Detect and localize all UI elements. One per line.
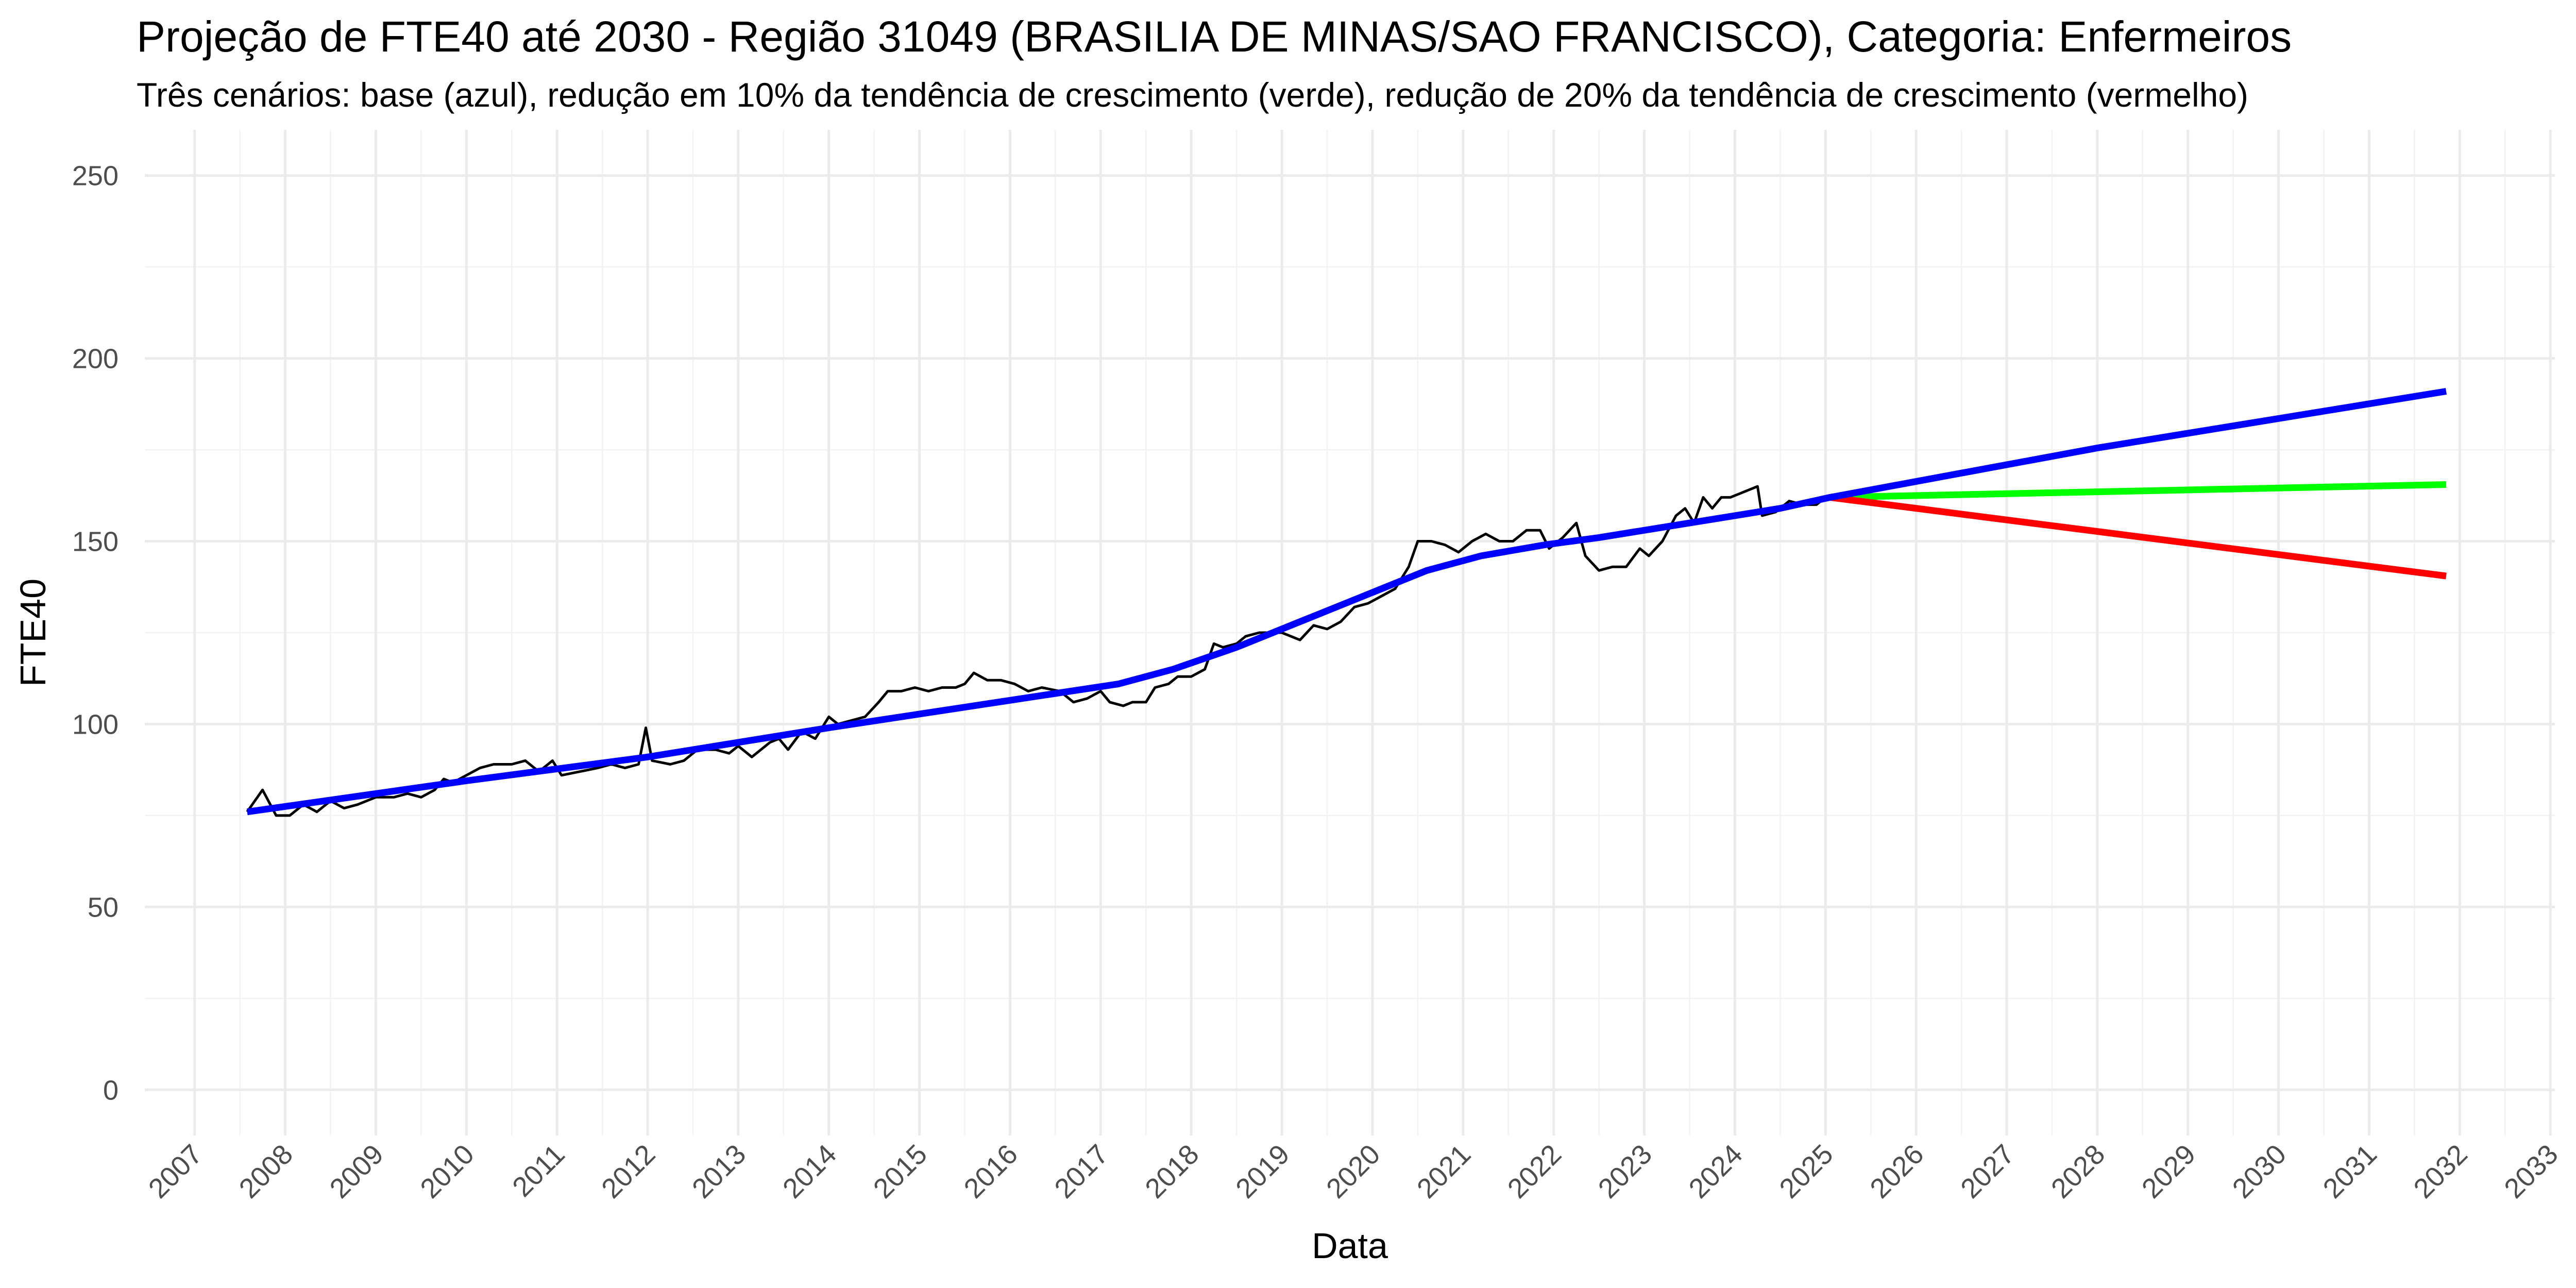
y-tick-label: 250 <box>72 161 118 192</box>
y-axis-title: FTE40 <box>13 579 53 687</box>
y-tick-label: 50 <box>88 892 118 923</box>
y-tick-label: 100 <box>72 709 118 740</box>
series-line <box>1829 494 2447 580</box>
series-line <box>1829 481 2447 501</box>
x-axis-title: Data <box>1312 1226 1388 1266</box>
series-line <box>246 388 2447 816</box>
grid <box>145 130 2555 1136</box>
chart-title: Projeção de FTE40 até 2030 - Região 3104… <box>137 12 2292 61</box>
y-tick-label: 150 <box>72 527 118 557</box>
plot-lines <box>246 388 2447 817</box>
y-tick-label: 0 <box>103 1075 118 1106</box>
y-tick-label: 200 <box>72 344 118 375</box>
chart-subtitle: Três cenários: base (azul), redução em 1… <box>137 76 2248 114</box>
